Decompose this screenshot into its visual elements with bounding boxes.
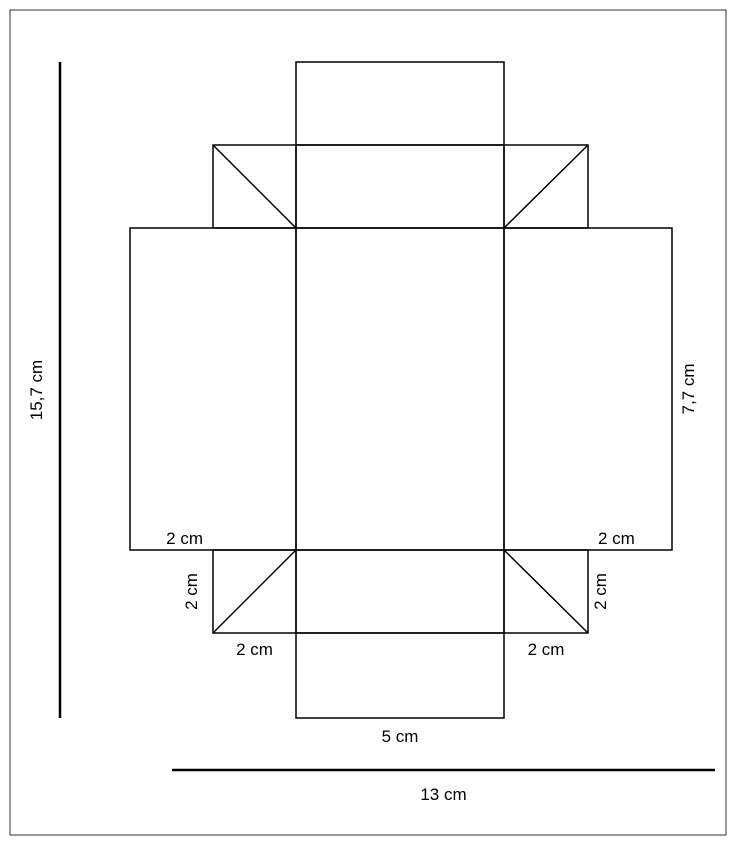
fold-diag-br bbox=[504, 550, 588, 633]
label-flap-d: 2 cm bbox=[598, 529, 635, 548]
label-flap-f: 2 cm bbox=[528, 640, 565, 659]
label-height-total: 15,7 cm bbox=[27, 360, 46, 420]
panel-base bbox=[296, 228, 504, 550]
tab-bottom bbox=[296, 633, 504, 718]
panel-wall-top bbox=[296, 145, 504, 228]
label-flap-a: 2 cm bbox=[166, 529, 203, 548]
fold-diag-tr bbox=[504, 145, 588, 228]
panel-side-right bbox=[504, 228, 672, 550]
fold-diag-bl bbox=[213, 550, 296, 633]
panel-side-left bbox=[130, 228, 296, 550]
tab-top bbox=[296, 62, 504, 145]
panel-wall-bottom bbox=[296, 550, 504, 633]
label-side-height: 7,7 cm bbox=[679, 363, 698, 414]
fold-diag-tl bbox=[213, 145, 296, 228]
page-frame bbox=[10, 10, 726, 835]
label-flap-b: 2 cm bbox=[182, 573, 201, 610]
label-bottom-width: 5 cm bbox=[382, 727, 419, 746]
label-width-total: 13 cm bbox=[420, 785, 466, 804]
label-flap-c: 2 cm bbox=[236, 640, 273, 659]
label-flap-e: 2 cm bbox=[591, 573, 610, 610]
